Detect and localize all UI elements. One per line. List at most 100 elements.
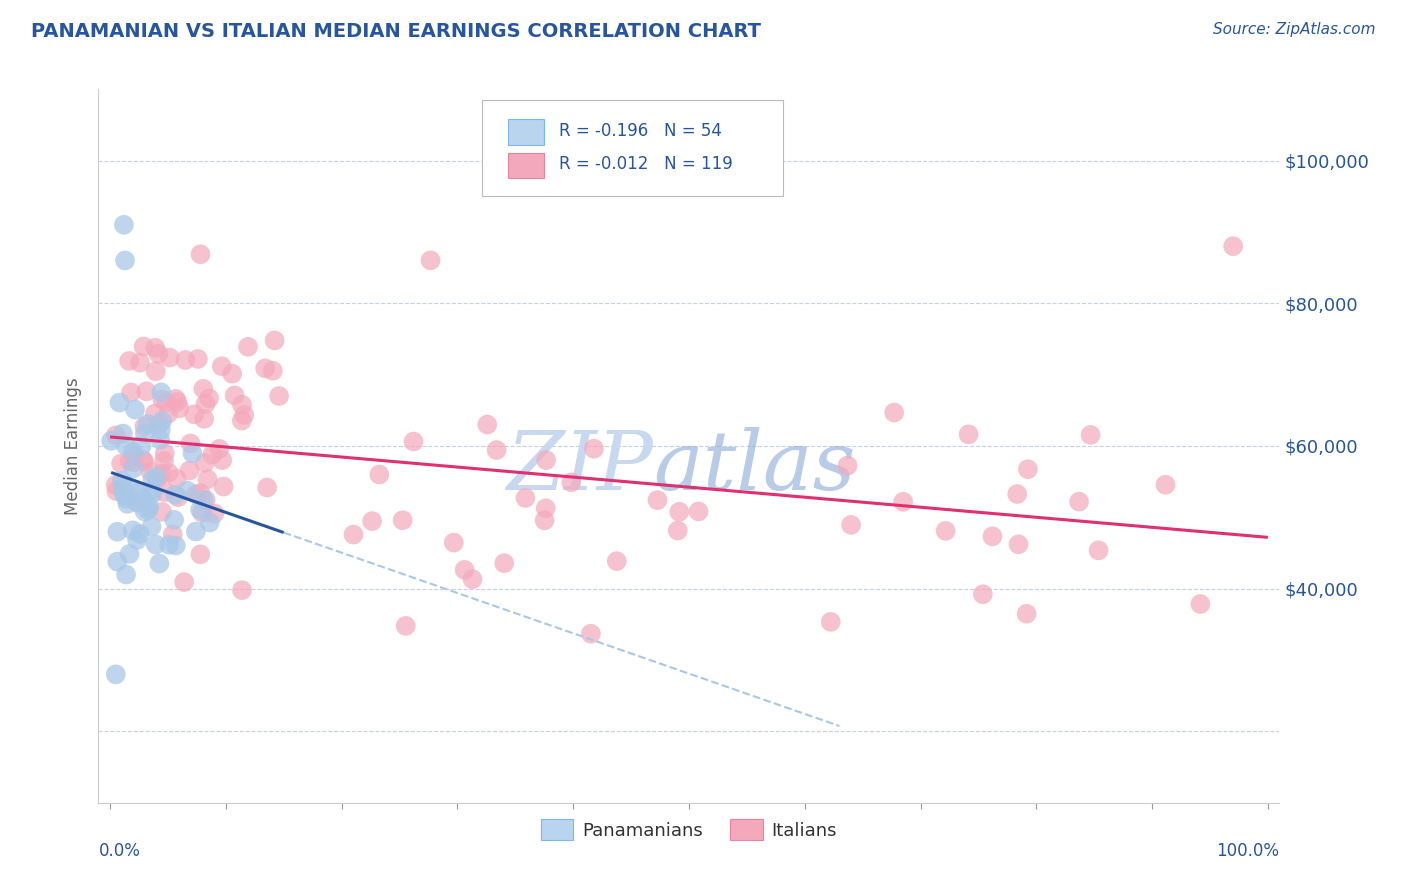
Point [118,454,141,468]
Point [128,485,150,500]
Point [191,506,214,520]
Text: 0.0%: 0.0% [98,842,141,860]
Point [132,495,155,509]
Point [111,426,134,441]
Point [100,434,122,448]
Text: PANAMANIAN VS ITALIAN MEDIAN EARNINGS CORRELATION CHART: PANAMANIAN VS ITALIAN MEDIAN EARNINGS CO… [31,22,761,41]
Point [155,395,177,409]
Point [114,488,136,502]
Point [534,453,557,467]
Point [193,492,215,507]
Point [111,474,134,488]
Point [211,359,233,374]
Point [1005,487,1028,501]
Point [193,412,215,426]
Point [256,481,278,495]
Point [820,615,842,629]
Point [149,423,172,437]
Point [142,486,165,500]
Point [647,493,669,508]
Point [150,385,173,400]
Point [231,414,253,428]
Point [104,478,127,492]
Point [197,472,219,486]
Point [1007,537,1029,551]
Point [112,485,135,500]
Point [138,500,160,514]
Point [190,247,212,261]
Point [112,218,135,232]
Point [118,354,141,368]
Point [477,417,499,432]
Point [124,483,146,497]
Point [153,446,176,460]
Point [148,347,170,361]
Point [118,547,141,561]
Point [114,253,136,268]
Point [104,428,127,442]
FancyBboxPatch shape [508,120,544,145]
Point [231,398,253,412]
Point [124,402,146,417]
Point [110,457,132,471]
Point [198,392,221,406]
Text: R = -0.196   N = 54: R = -0.196 N = 54 [560,121,721,139]
Point [533,513,555,527]
Point [194,397,217,411]
Point [891,495,914,509]
Text: Source: ZipAtlas.com: Source: ZipAtlas.com [1212,22,1375,37]
Point [134,426,156,441]
Point [391,513,413,527]
Point [122,449,145,463]
Point [115,567,138,582]
FancyBboxPatch shape [482,100,783,196]
Point [443,535,465,549]
Point [115,491,138,506]
Point [1154,477,1177,491]
Point [957,427,980,442]
Point [165,488,187,502]
Point [105,524,128,539]
Point [212,479,235,493]
Point [127,496,149,510]
Point [153,454,176,468]
Point [208,442,231,456]
Point [201,448,224,462]
Point [221,367,243,381]
FancyBboxPatch shape [508,153,544,178]
Point [837,458,859,473]
Point [582,442,605,456]
Point [132,454,155,468]
Point [181,446,204,460]
Point [159,351,181,365]
Point [560,475,582,490]
Point [148,417,170,432]
Point [579,626,602,640]
Point [132,453,155,467]
Text: 100.0%: 100.0% [1216,842,1279,860]
Point [935,524,957,538]
Point [153,485,176,500]
Point [114,438,136,452]
Point [494,556,516,570]
Point [150,414,173,428]
Point [198,516,221,530]
Text: R = -0.012   N = 119: R = -0.012 N = 119 [560,155,733,173]
Point [1067,494,1090,508]
Point [1080,428,1102,442]
Point [117,497,139,511]
Point [165,392,187,406]
Point [179,464,201,478]
Point [402,434,425,449]
Point [883,405,905,419]
Point [461,572,484,586]
Point [120,385,142,400]
Point [125,494,148,508]
Point [150,505,173,519]
Point [224,388,246,402]
Point [141,519,163,533]
Point [1087,543,1109,558]
Point [515,491,537,505]
Point [121,524,143,538]
Point [187,351,209,366]
